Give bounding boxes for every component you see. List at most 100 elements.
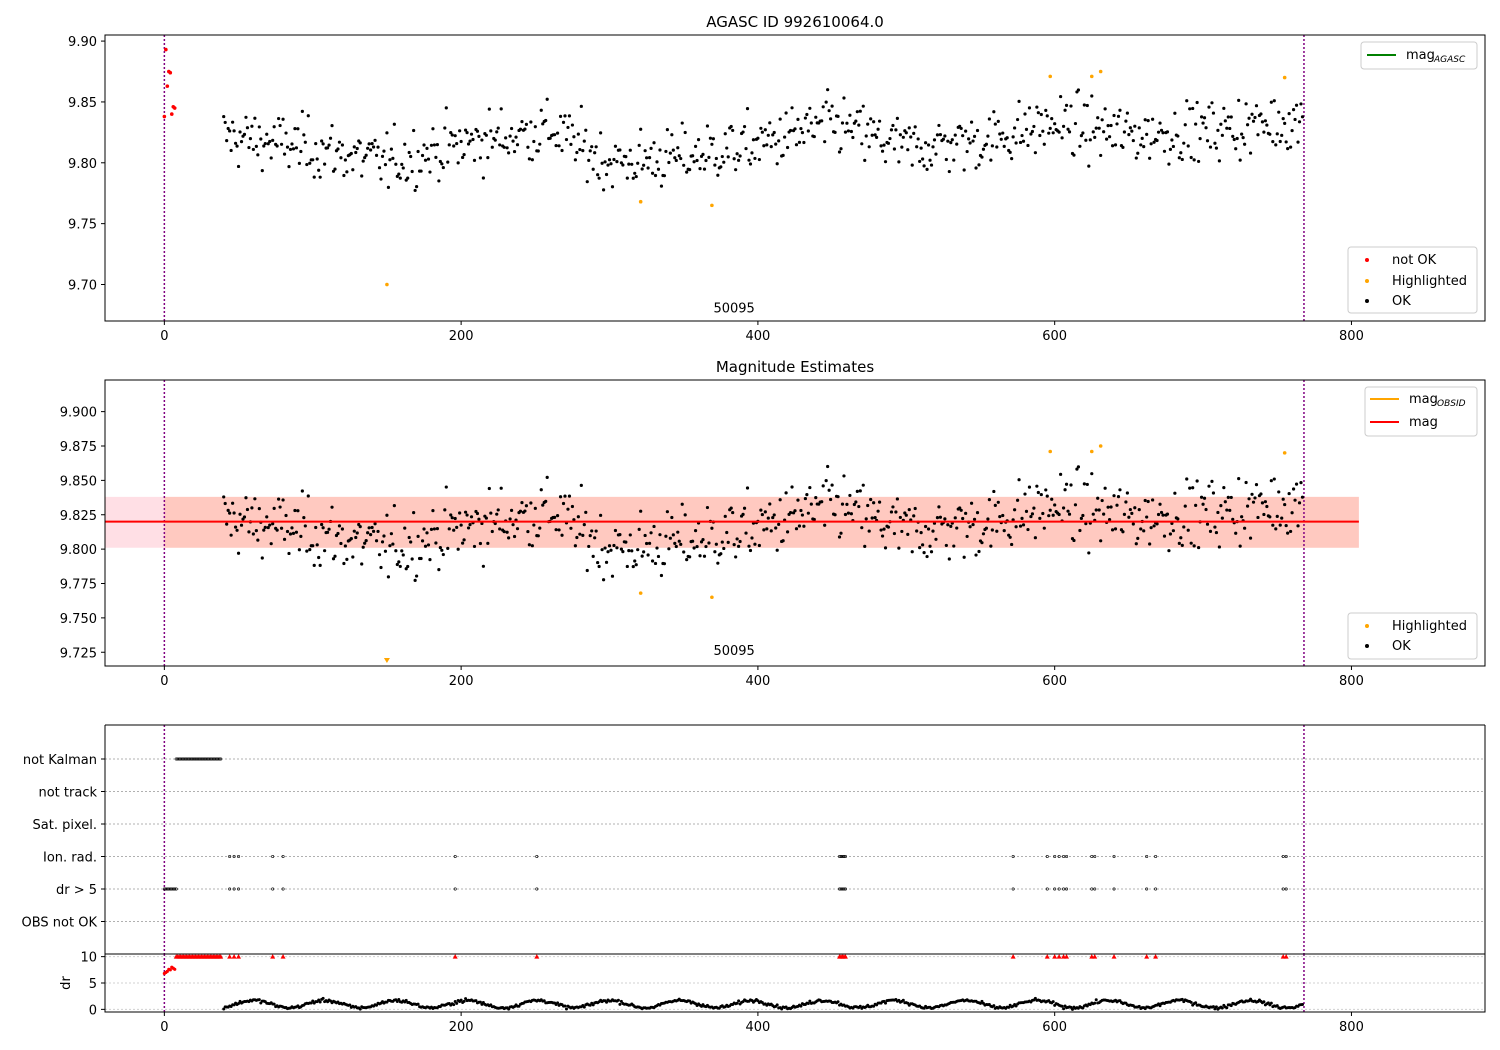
point-ok: [646, 166, 650, 170]
point-ok: [759, 508, 763, 512]
point-ok: [735, 537, 739, 541]
dr-point: [257, 998, 261, 1002]
point-ok: [723, 132, 727, 136]
point-ok: [363, 541, 367, 545]
point-ok: [1220, 516, 1224, 520]
point-ok: [765, 527, 769, 531]
point-ok: [404, 567, 408, 571]
point-ok: [450, 133, 454, 137]
point-ok: [872, 501, 876, 505]
point-ok: [971, 139, 975, 143]
point-ok: [855, 110, 859, 114]
point-ok: [1156, 130, 1161, 134]
flag-point: [840, 887, 844, 891]
point-highlighted: [1048, 449, 1053, 454]
point-ok: [1001, 513, 1005, 518]
point-ok: [947, 557, 951, 561]
point-ok: [441, 552, 445, 557]
point-ok: [607, 158, 612, 162]
point-ok: [260, 556, 264, 560]
point-ok: [732, 542, 736, 547]
point-ok: [705, 505, 710, 510]
point-ok: [971, 522, 975, 527]
point-ok: [734, 168, 738, 172]
point-ok: [627, 162, 631, 166]
point-ok: [1094, 126, 1098, 130]
point-ok: [1122, 512, 1127, 516]
point-ok: [937, 505, 941, 509]
flag-point: [1112, 887, 1116, 891]
point-ok: [742, 506, 747, 510]
point-ok: [760, 512, 764, 517]
point-ok: [1263, 119, 1267, 123]
point-ok: [861, 483, 865, 487]
point-ok: [1008, 535, 1012, 539]
point-ok: [380, 540, 385, 544]
point-ok: [311, 544, 315, 548]
dr-point: [978, 1001, 982, 1005]
point-ok: [1167, 162, 1171, 166]
point-ok: [999, 137, 1003, 141]
point-ok: [1189, 541, 1193, 545]
point-ok: [1137, 508, 1141, 512]
point-ok: [306, 114, 310, 118]
point-ok: [1213, 525, 1217, 529]
point-ok: [628, 148, 632, 152]
flag-point: [1011, 854, 1015, 858]
point-ok: [701, 538, 705, 542]
point-ok: [596, 173, 600, 177]
flag-point: [173, 887, 177, 891]
point-ok: [873, 133, 877, 137]
point-ok: [394, 162, 398, 166]
point-ok: [925, 167, 929, 171]
point-ok: [1130, 511, 1134, 515]
dr-point: [1225, 1006, 1229, 1010]
point-ok: [575, 535, 579, 540]
point-ok: [1248, 536, 1253, 540]
point-ok: [774, 526, 778, 530]
point-ok: [1223, 500, 1227, 504]
point-ok: [869, 117, 873, 121]
point-ok: [238, 512, 242, 516]
point-ok: [1299, 481, 1303, 485]
point-ok: [830, 483, 834, 487]
point-ok: [585, 180, 589, 184]
point-ok: [1281, 117, 1285, 121]
point-ok: [814, 115, 818, 119]
point-ok: [1051, 513, 1055, 517]
point-ok: [1097, 126, 1101, 130]
point-ok: [668, 536, 672, 540]
point-ok: [599, 131, 603, 135]
point-ok: [1280, 133, 1284, 137]
point-ok: [502, 530, 506, 534]
point-ok: [1231, 134, 1235, 138]
point-ok: [1148, 542, 1152, 546]
point-ok: [389, 147, 393, 151]
point-ok: [958, 506, 962, 510]
point-ok: [1076, 465, 1081, 469]
flag-point: [207, 757, 211, 761]
x-tick-label: 600: [1042, 674, 1067, 689]
point-ok: [226, 508, 230, 512]
point-ok: [450, 516, 454, 520]
point-ok: [731, 128, 735, 133]
point-ok: [1057, 130, 1061, 134]
point-ok: [1020, 133, 1024, 138]
point-ok: [389, 532, 393, 536]
point-ok: [529, 120, 533, 124]
point-ok: [1014, 525, 1018, 529]
point-ok: [1256, 515, 1260, 520]
point-ok: [561, 501, 566, 506]
point-ok: [225, 139, 229, 143]
point-ok: [880, 534, 885, 538]
point-ok: [508, 134, 512, 138]
point-ok: [337, 140, 342, 144]
point-ok: [842, 474, 846, 478]
point-ok: [1197, 159, 1201, 164]
point-ok: [1099, 539, 1103, 543]
legend-marker-not-ok: [1365, 258, 1369, 262]
point-ok: [793, 509, 797, 513]
point-ok: [1064, 482, 1069, 486]
point-ok: [490, 529, 494, 534]
point-ok: [1146, 119, 1150, 123]
